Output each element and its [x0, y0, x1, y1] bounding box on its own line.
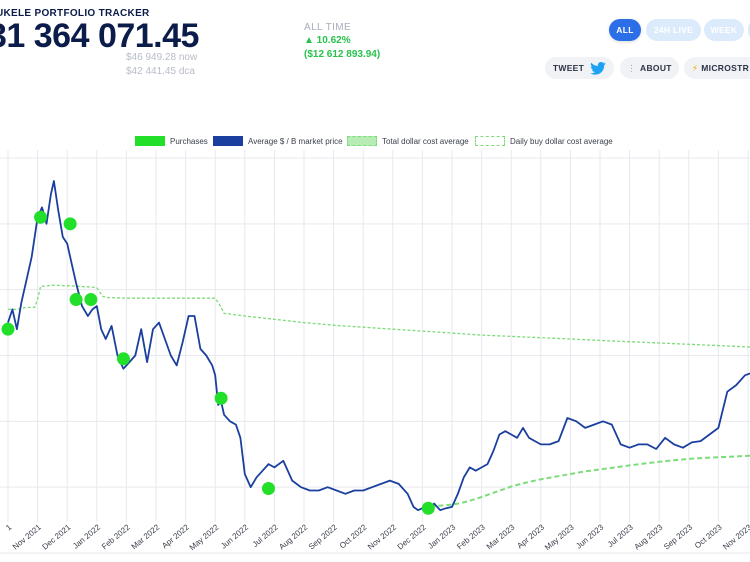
tab-week[interactable]: WEEK: [704, 19, 744, 41]
legend-total-dca[interactable]: Total dollar cost average: [347, 136, 469, 146]
x-tick-label: Nov 2021: [11, 522, 43, 551]
tweet-label: TWEET: [552, 63, 585, 73]
x-tick-label: Mar 2022: [130, 522, 162, 551]
purchase-point[interactable]: [69, 293, 83, 307]
legend-label-total-dca: Total dollar cost average: [382, 136, 469, 146]
x-tick-label: Jul 2023: [606, 522, 635, 549]
purchase-point[interactable]: [116, 352, 130, 366]
tab-month[interactable]: [748, 19, 750, 41]
x-tick-label: Nov 2022: [366, 522, 398, 551]
x-tick-label: Oct 2023: [693, 522, 724, 550]
x-tick-label: Oct 2022: [338, 522, 369, 550]
x-tick-label: Aug 2022: [277, 522, 309, 551]
about-icon: ⋮: [627, 62, 637, 73]
alltime-label: ALL TIME: [304, 22, 352, 33]
legend-label-purchases: Purchases: [170, 136, 208, 146]
legend-swatch-market-price: [213, 136, 243, 146]
legend-swatch-purchases: [135, 136, 165, 146]
btc-unit-label: B: [0, 54, 1, 65]
lightning-icon: ⚡: [692, 62, 699, 73]
about-button[interactable]: ⋮ ABOUT: [620, 57, 679, 79]
series-daily-buy-dollar-cost-average: [422, 454, 750, 508]
purchase-point[interactable]: [214, 391, 228, 405]
x-tick-label: May 2023: [543, 522, 576, 552]
dca-price: $42 441.45 dca: [126, 66, 195, 77]
x-tick-label: Jan 2023: [426, 522, 457, 550]
series-total-dollar-cost-average: [8, 284, 750, 348]
alltime-percent: ▲ 10.62%: [304, 35, 351, 46]
x-tick-label: 1: [4, 522, 14, 532]
legend-swatch-total-dca: [347, 136, 377, 146]
purchase-point[interactable]: [421, 501, 435, 515]
portfolio-value: 31 364 071.45: [0, 17, 199, 55]
x-tick-label: Sep 2022: [307, 522, 339, 551]
tweet-button[interactable]: TWEET: [545, 57, 614, 79]
current-price: $46 949.28 now: [126, 52, 198, 63]
legend-label-market-price: Average $ / B market price: [248, 136, 343, 146]
purchase-markers: [1, 210, 435, 515]
x-tick-label: Nov 2023: [721, 522, 750, 551]
header: UKELE PORTFOLIO TRACKER 31 364 071.45 B …: [0, 0, 750, 95]
legend-label-daily-dca: Daily buy dollar cost average: [510, 136, 613, 146]
x-tick-label: Apr 2022: [160, 522, 191, 550]
x-tick-label: Mar 2023: [485, 522, 517, 551]
purchase-point[interactable]: [1, 322, 15, 336]
app-title: UKELE PORTFOLIO TRACKER: [0, 8, 150, 19]
x-tick-label: Dec 2022: [396, 522, 428, 551]
purchase-point[interactable]: [63, 217, 77, 231]
chart-legend: Purchases Average $ / B market price Tot…: [0, 134, 750, 150]
series-average-market-price: [7, 180, 750, 512]
x-tick-label: Jun 2023: [574, 522, 605, 550]
alltime-usd: ($12 612 893.94): [304, 49, 381, 60]
legend-daily-dca[interactable]: Daily buy dollar cost average: [475, 136, 613, 146]
about-label: ABOUT: [640, 63, 672, 73]
legend-swatch-daily-dca: [475, 136, 505, 146]
legend-market-price[interactable]: Average $ / B market price: [213, 136, 343, 146]
tab-all[interactable]: ALL: [609, 19, 641, 41]
x-tick-label: Feb 2023: [455, 522, 487, 551]
purchase-point[interactable]: [84, 293, 98, 307]
chart-series: [7, 180, 750, 512]
x-tick-label: Feb 2022: [100, 522, 132, 551]
chart-grid: [0, 150, 750, 554]
x-tick-label: Jul 2022: [251, 522, 280, 549]
microstrategy-label: MICROSTR: [701, 63, 750, 73]
x-tick-label: Jan 2022: [71, 522, 102, 550]
tab-24h-live[interactable]: 24H LIVE: [646, 19, 701, 41]
x-tick-label: May 2022: [188, 522, 221, 552]
x-tick-label: Apr 2023: [515, 522, 546, 550]
microstrategy-button[interactable]: ⚡ MICROSTR: [684, 57, 750, 79]
legend-purchases[interactable]: Purchases: [135, 136, 208, 146]
purchase-point[interactable]: [261, 481, 275, 495]
x-tick-label: Sep 2023: [662, 522, 694, 551]
x-tick-label: Dec 2021: [40, 522, 72, 551]
purchase-point[interactable]: [34, 210, 48, 224]
x-tick-label: Aug 2023: [632, 522, 664, 551]
x-tick-label: Jun 2022: [219, 522, 250, 550]
twitter-icon: [590, 61, 606, 75]
